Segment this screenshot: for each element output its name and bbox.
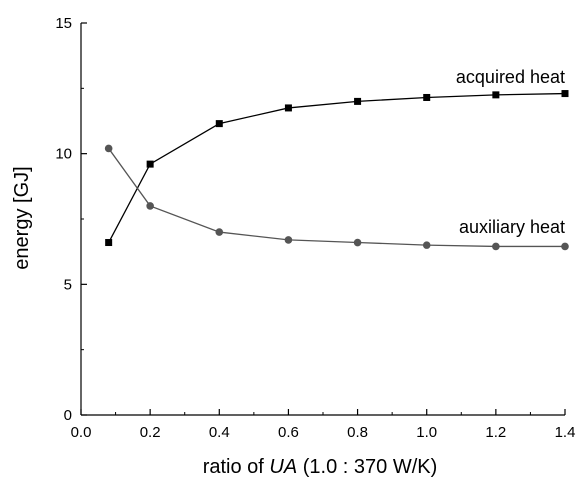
series-layer — [104, 90, 569, 251]
data-point-circle — [215, 228, 224, 236]
series-line — [108, 148, 565, 248]
x-tick-label: 0.0 — [71, 424, 92, 441]
series-2 — [104, 144, 569, 251]
x-axis-title: ratio of UA (1.0 : 370 W/K) — [203, 456, 438, 478]
data-point-circle — [104, 144, 113, 153]
data-point-square — [284, 104, 292, 112]
x-tick-label: 1.2 — [485, 424, 506, 441]
series-1 — [105, 90, 569, 247]
y-axis-ticks: 0 5 10 15 — [55, 15, 87, 424]
data-point-square — [492, 91, 500, 99]
y-tick-label: 0 — [64, 407, 72, 424]
y-tick-label: 5 — [64, 276, 72, 293]
series-label: acquired heat — [456, 67, 565, 87]
series-line — [108, 92, 566, 243]
data-point-square — [146, 160, 154, 168]
x-tick-label: 0.6 — [278, 424, 299, 441]
data-point-square — [561, 90, 569, 98]
x-tick-label: 1.4 — [555, 424, 576, 441]
data-point-square — [215, 120, 223, 128]
x-tick-label: 1.0 — [416, 424, 437, 441]
y-axis-title: energy [GJ] — [11, 166, 33, 269]
data-point-circle — [353, 238, 362, 247]
series-labels: acquired heat auxiliary heat — [456, 67, 565, 237]
x-tick-label: 0.2 — [140, 424, 161, 441]
y-tick-label: 10 — [55, 146, 72, 163]
data-point-circle — [492, 242, 500, 251]
data-point-circle — [284, 236, 293, 244]
series-label: auxiliary heat — [459, 217, 565, 237]
y-tick-label: 15 — [55, 15, 72, 32]
data-point-square — [354, 97, 362, 105]
x-tick-label: 0.8 — [347, 424, 368, 441]
data-point-square — [423, 93, 431, 101]
data-point-circle — [422, 241, 431, 249]
data-point-circle — [561, 242, 569, 251]
data-point-circle — [146, 202, 154, 210]
data-point-square — [105, 239, 113, 247]
x-tick-label: 0.4 — [209, 424, 230, 441]
x-axis-ticks: 0.0 0.2 0.4 0.6 0.8 1.0 1.2 1.4 — [71, 409, 576, 441]
